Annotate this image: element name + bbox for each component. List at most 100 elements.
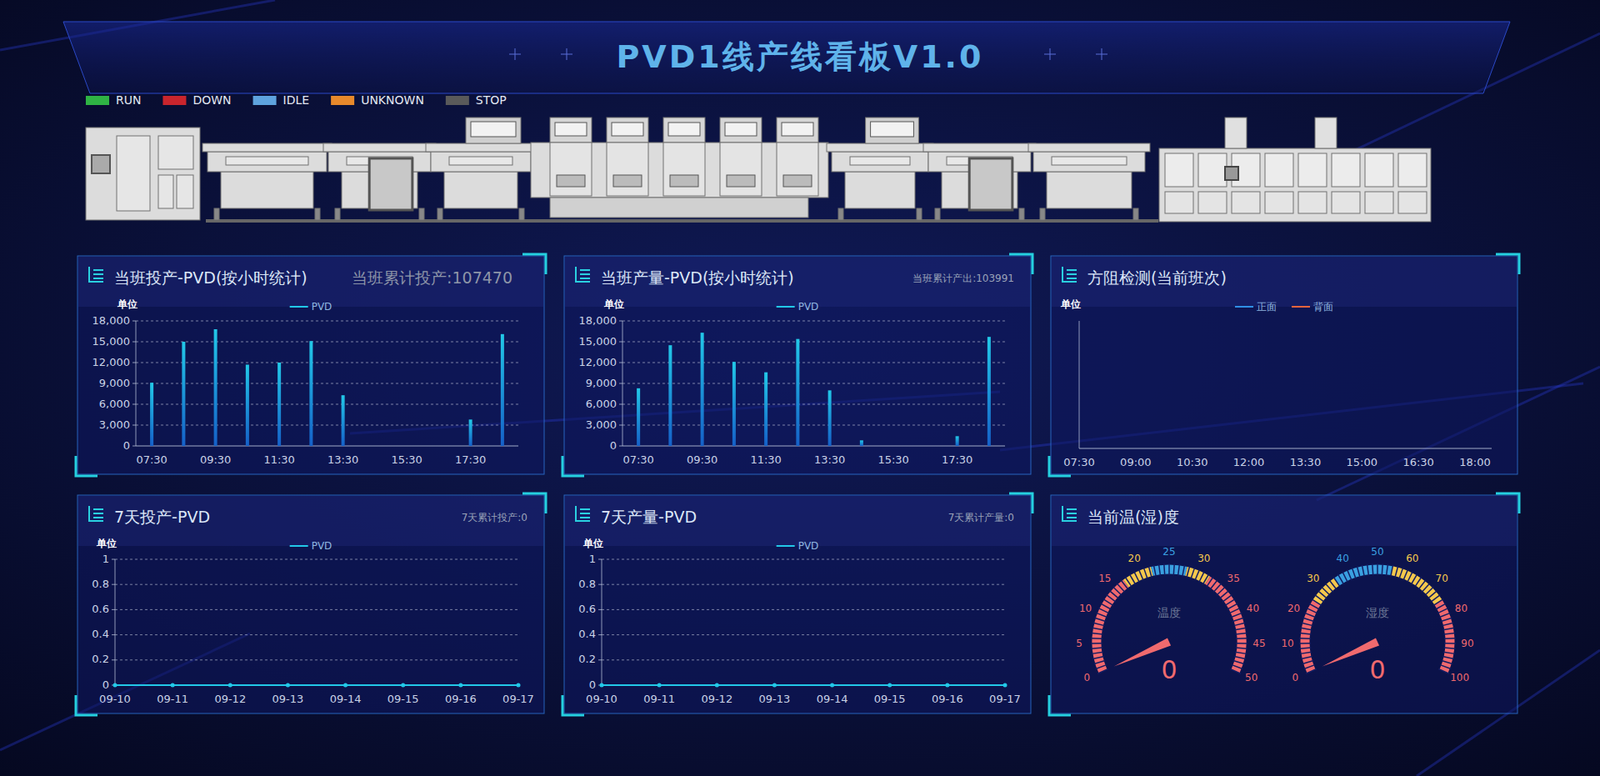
x-tick-label: 17:30 (941, 453, 973, 466)
x-tick-label: 18:00 (1459, 455, 1490, 469)
machine-part (1198, 153, 1227, 187)
y-tick-label: 3,000 (585, 418, 617, 431)
gauge-separator (1230, 612, 1242, 617)
legend-swatch (776, 305, 795, 308)
gauge-separator (1443, 627, 1455, 630)
grid-line (601, 634, 1005, 635)
marker (516, 683, 521, 688)
gauge-separator (1091, 633, 1104, 635)
status-label: STOP (475, 93, 507, 107)
y-tick-label: 3,000 (99, 418, 130, 431)
bar (469, 419, 473, 446)
machine-part (1298, 191, 1327, 214)
gauge-separator (1440, 617, 1452, 621)
gauge-separator (1225, 599, 1235, 606)
gauge-separator (1309, 603, 1320, 610)
machine-part (550, 142, 592, 196)
gauge-tick-label: 10 (1280, 637, 1294, 650)
y-tick (619, 404, 623, 405)
gauge-separator (1229, 608, 1240, 614)
y-tick (619, 383, 623, 385)
panel-corner (562, 695, 585, 715)
gauge-separator (1232, 617, 1244, 621)
bar (668, 345, 672, 446)
machine-part (1133, 208, 1139, 220)
grid-line (622, 383, 1005, 385)
gauge-separator (1090, 642, 1103, 645)
machine-part (935, 208, 940, 220)
y-tick-label: 18,000 (579, 314, 618, 327)
y-tick-label: 0.8 (91, 577, 110, 590)
legend-label: PVD (798, 540, 820, 552)
total-label: 7天累计产量: (948, 511, 1009, 524)
gauge-separator (1095, 665, 1107, 670)
gauge-separator (1235, 627, 1247, 630)
x-tick-label: 16:30 (1402, 455, 1434, 469)
gauge-separator (1435, 603, 1446, 610)
status-label: RUN (115, 93, 141, 107)
marker (170, 683, 175, 688)
gauge-separator (1231, 665, 1243, 670)
gauge-tick-label: 10 (1079, 602, 1092, 615)
y-tick (111, 584, 115, 585)
panel-bg (1050, 495, 1518, 714)
y-tick-label: 18,000 (92, 314, 131, 327)
gauge-separator (1113, 586, 1122, 595)
machine-part (1265, 191, 1294, 214)
bar (764, 372, 768, 446)
machine-part (831, 151, 929, 172)
axis-title: 单位 (582, 537, 604, 550)
machine-part (555, 122, 587, 136)
machine-part (781, 122, 814, 136)
machine-part (850, 156, 910, 165)
panel-corner (1009, 254, 1033, 275)
y-tick-label: 0.8 (578, 577, 596, 590)
gauge-separator (1098, 608, 1110, 614)
panel-icon (89, 266, 104, 282)
gauge-separator (1311, 599, 1322, 606)
marker (285, 683, 290, 688)
marker (772, 683, 777, 688)
panel: 当前温(湿)度05101520253035404550温度00102030405… (1049, 493, 1520, 715)
panel-corner (522, 254, 546, 275)
machine-part (550, 117, 592, 143)
gauge-tick-label: 5 (1075, 637, 1083, 650)
x-axis (1079, 448, 1492, 450)
gauge-separator (1094, 617, 1105, 621)
plot-area (600, 683, 1008, 688)
grid-line (115, 584, 519, 585)
y-tick-label: 0.2 (91, 652, 110, 665)
gauge-band (1096, 583, 1126, 671)
marker (400, 683, 405, 688)
axis-title: 单位 (116, 298, 138, 310)
gauge-separator (1093, 622, 1105, 625)
machine-part (91, 155, 110, 174)
gauge-separator (1116, 583, 1125, 592)
panel: 7天投产-PVD7天累计投产:000.20.40.60.8109-1009-11… (75, 493, 546, 715)
y-tick-label: 0 (610, 439, 617, 452)
bar (277, 362, 281, 446)
machine-part (1231, 191, 1260, 214)
x-tick-label: 09-17 (989, 692, 1021, 705)
gauge-separator (1227, 603, 1238, 610)
status-swatch (330, 95, 355, 105)
machine-part (923, 143, 1036, 152)
panel-header (565, 495, 1030, 546)
plot-area (636, 332, 991, 446)
gauge-separator (1433, 599, 1444, 606)
panel-total: 7天累计产量:0 (948, 511, 1015, 524)
line (115, 684, 519, 686)
panel-header (565, 256, 1030, 307)
gauge-separator (1120, 580, 1129, 590)
machine-part (1331, 153, 1360, 187)
machine-part (670, 175, 699, 187)
machine-part (776, 142, 819, 196)
decor-cross (1044, 48, 1056, 60)
x-tick-label: 09-12 (700, 692, 733, 705)
gauge-separator (1444, 637, 1456, 640)
axis-title: 单位 (1060, 298, 1081, 310)
gauge-separator (1178, 564, 1180, 576)
panel-title: 方阻检测(当前班次) (1087, 268, 1227, 287)
machine-part (158, 175, 174, 209)
panel-corner (1495, 493, 1520, 514)
